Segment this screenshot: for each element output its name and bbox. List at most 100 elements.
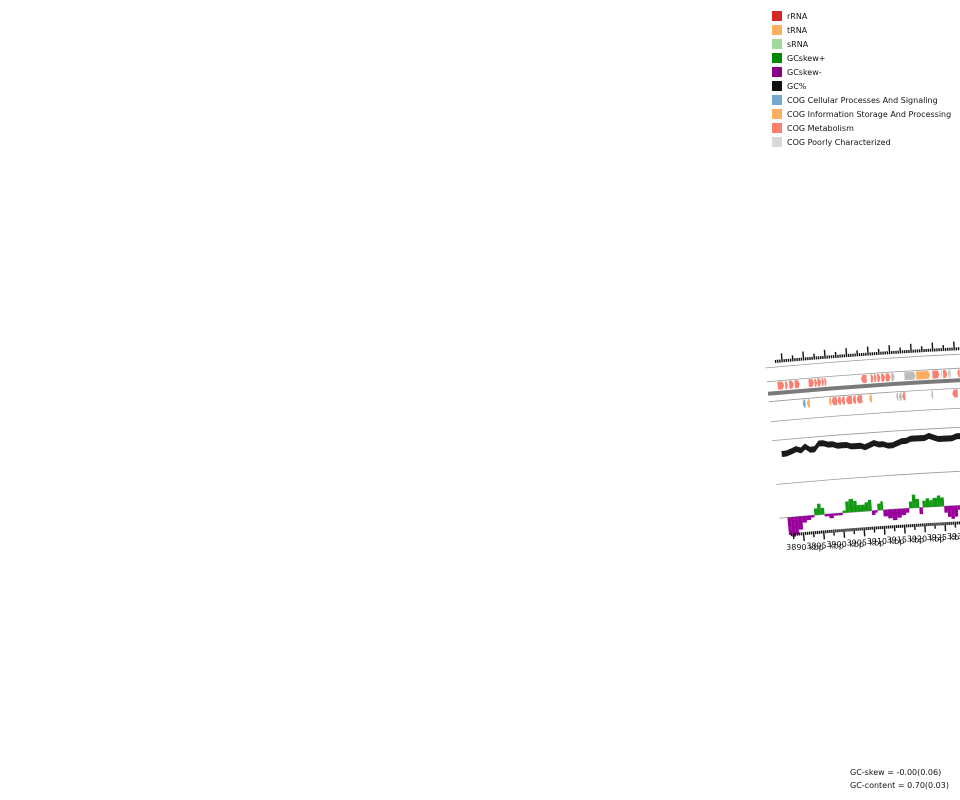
ruler-label: 3890 kbp [786,543,824,552]
gene-arrow [948,369,950,378]
gc-skew-bar [875,510,878,513]
gene-arrow [932,370,940,379]
gc-skew-bar [794,516,800,535]
legend-swatch [772,25,782,35]
gene-arrow [885,373,891,382]
gc-skew-bar [797,516,804,530]
gc-skew-bar [905,508,910,513]
ruler-tick [903,524,906,534]
gene-arrow [881,373,886,382]
gc-skew-bar [871,510,876,516]
legend-item: rRNA [772,9,951,23]
gene-arrow [821,378,824,387]
legend-item: COG Information Storage And Processing [772,107,951,121]
gc-skew-bar [911,494,916,508]
legend-swatch [772,53,782,63]
gc-skew-bar [802,515,808,523]
legend-item: sRNA [772,37,951,51]
gene-arrow [777,381,785,390]
gc-skew-bar [940,497,945,507]
gene-arrow [806,399,811,408]
gc-skew-bar [947,505,952,517]
gc-skew-bar [932,497,938,507]
tick-mark [780,353,783,363]
legend-label: COG Metabolism [787,123,854,133]
legend: rRNA tRNA sRNA GCskew+ GCskew- GC% COG Cellula… [772,9,951,149]
track-boundary [770,407,960,422]
gc-skew-bar [813,508,818,516]
gc-skew-bar [838,512,843,516]
ruler-tick [812,531,815,538]
gene-arrow [837,396,842,405]
gc-skew-bar [811,515,815,518]
gene-arrow [870,374,874,383]
gene-arrow [898,392,902,401]
track-boundary [776,470,960,485]
ruler-label: 3920 kbp [907,534,945,543]
gc-skew-bar [860,504,866,512]
legend-swatch [772,11,782,21]
ruler-tick [822,530,826,540]
legend-label: rRNA [787,11,808,21]
gc-skew-bar [880,501,884,511]
gene-arrow [828,397,832,406]
gc-content-track [781,432,960,457]
gc-skew-bar [892,509,898,521]
gene-arrow [788,380,794,389]
gc-content-band [781,432,960,457]
gene-arrow [957,369,960,378]
legend-label: COG Poorly Characterized [787,137,891,147]
gene-arrow [874,374,877,383]
legend-item: COG Poorly Characterized [772,135,951,149]
legend-swatch [772,39,782,49]
ruler-label: 3905 kbp [847,538,885,547]
gene-arrow [877,373,881,382]
ruler-label: 3910 kbp [867,537,905,546]
tick-mark [802,351,805,361]
gc-skew-bar [845,501,850,513]
gc-skew-bar [883,509,889,517]
gene-arrow [817,378,822,387]
gc-skew-bar [929,500,933,507]
gc-skew-bar [944,506,948,513]
gene-features [777,369,960,408]
gc-skew-bar [829,513,834,519]
gc-skew-bar [957,505,960,510]
backbone-arc [767,378,960,396]
gene-arrow [824,377,827,386]
gc-skew-track [787,494,960,537]
outer-tick-marks [774,341,960,363]
gene-arrow [831,397,838,406]
tick-mark [791,355,794,362]
track-boundary [766,367,960,383]
tick-mark [888,345,891,355]
legend-item: tRNA [772,23,951,37]
track-boundary [765,353,960,369]
gene-arrow [808,378,814,388]
genome-backbone [767,378,960,396]
tick-mark [845,348,848,358]
legend-swatch [772,137,782,147]
tick-mark [909,343,912,353]
ruler-label: 3915 kbp [887,536,925,545]
gc-skew-bar [806,515,812,521]
gene-arrow [891,373,895,382]
gc-skew-bar [877,503,881,511]
ruler-tick [843,528,846,538]
legend-swatch [772,123,782,133]
gc-skew-bar [848,498,854,513]
gc-skew-bar [820,507,825,515]
legend-label: GCskew+ [787,53,826,63]
gc-skew-bar [908,501,913,509]
legend-swatch [772,109,782,119]
gene-arrow [802,399,806,408]
legend-item: COG Metabolism [772,121,951,135]
gc-skew-bar [816,503,822,515]
tick-mark [866,346,869,356]
legend-label: COG Information Storage And Processing [787,109,952,119]
legend-label: GC% [787,81,807,91]
gene-arrow [941,370,943,379]
gc-skew-bar [954,505,959,517]
gc-skew-bar [853,500,858,512]
